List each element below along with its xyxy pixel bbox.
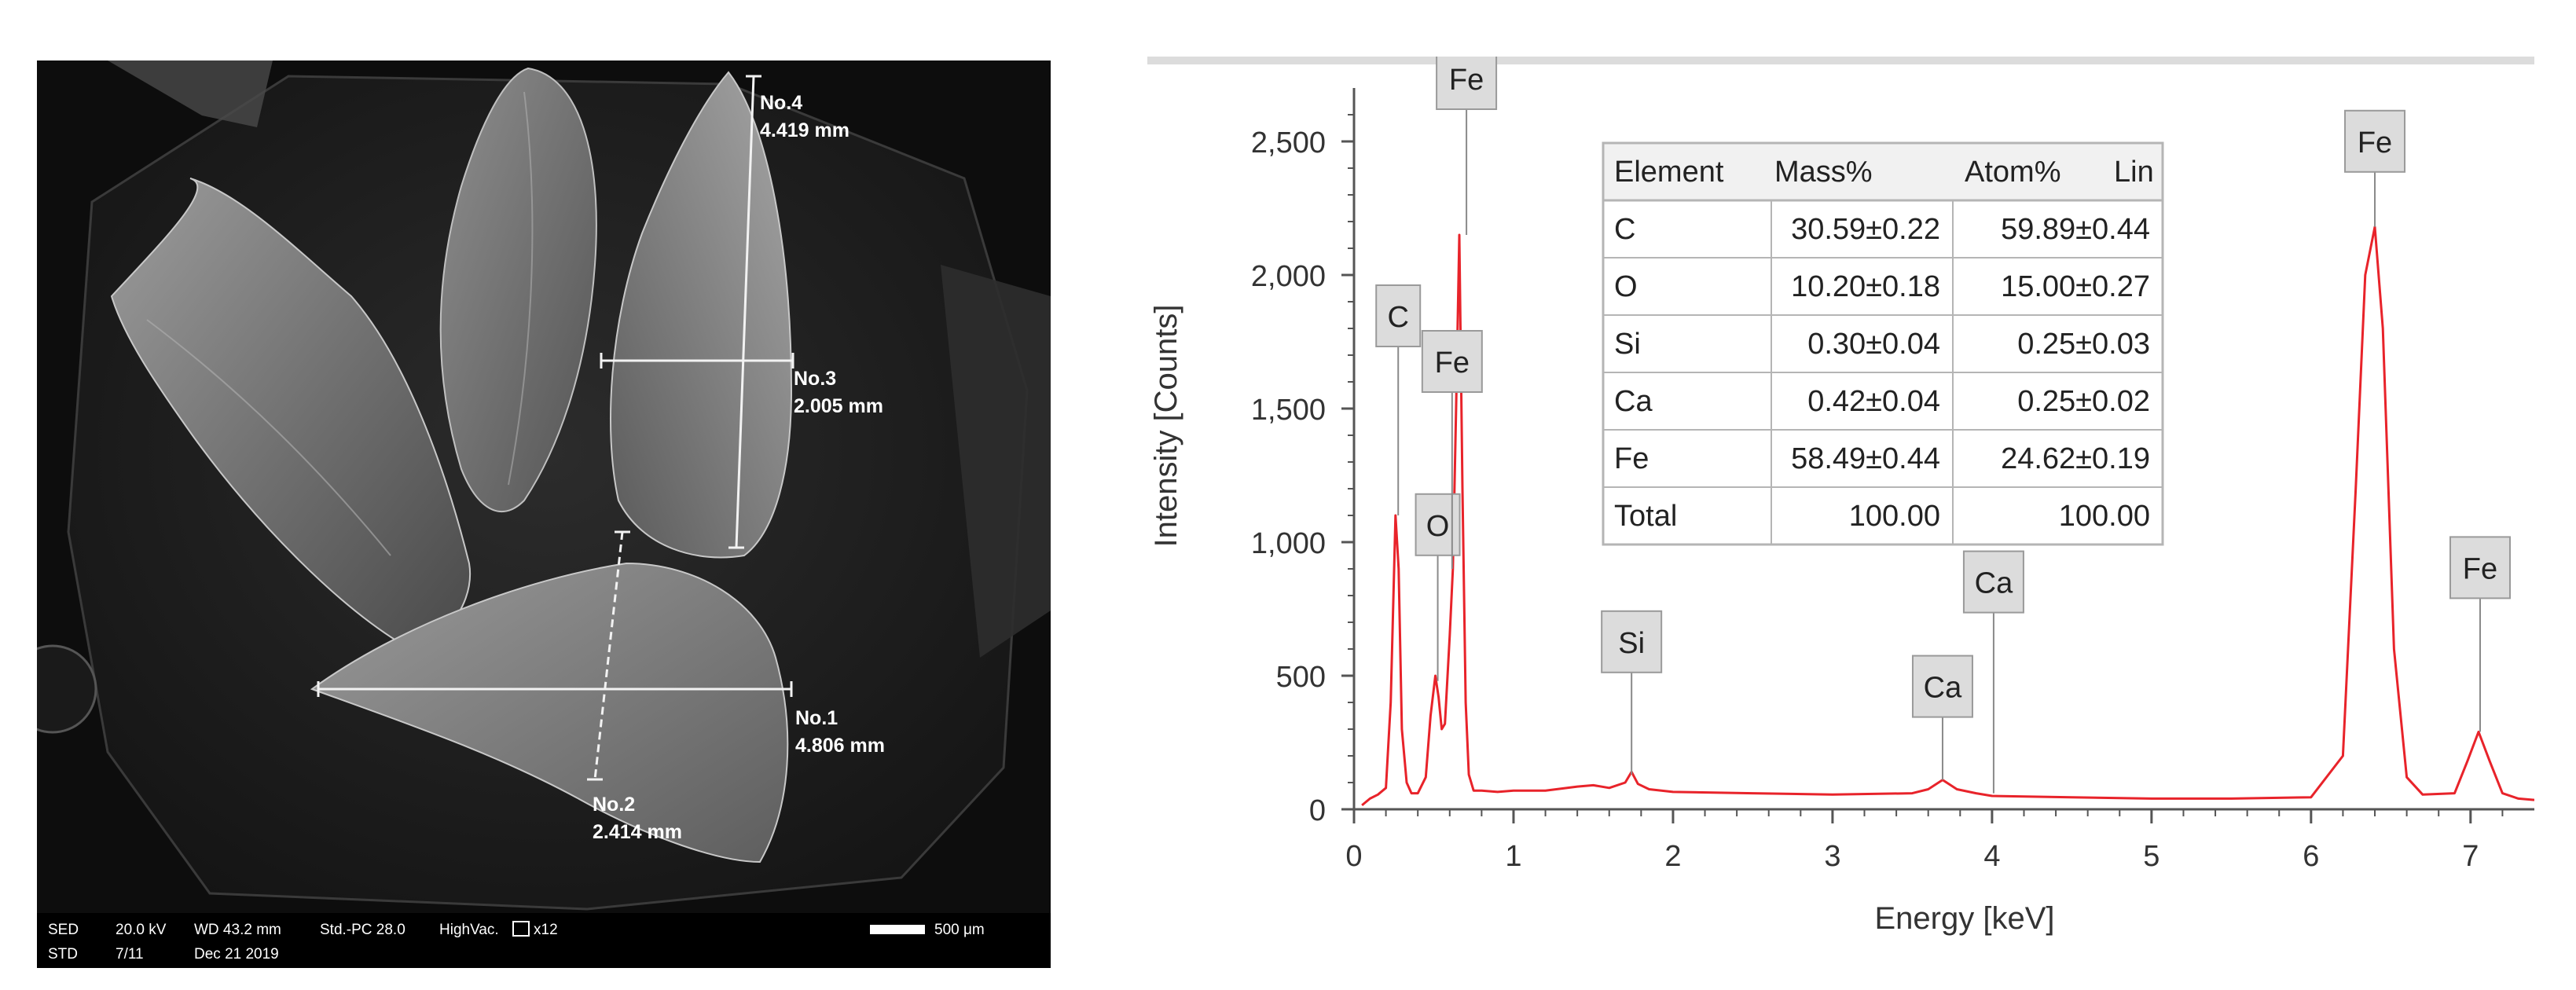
- peak-label-c: C: [1387, 301, 1408, 334]
- table-cell-mass: 0.42±0.04: [1807, 385, 1940, 418]
- measurement-1-id: No.1: [795, 707, 838, 729]
- measurement-1-value: 4.806 mm: [795, 735, 885, 757]
- y-tick-label: 2,000: [1251, 260, 1326, 293]
- seed-top-middle: [439, 67, 597, 513]
- x-tick-label: 4: [1983, 840, 2000, 873]
- peak-label-box: [2344, 109, 2406, 173]
- table-frame: [1602, 141, 2164, 546]
- y-tick-label: 1,500: [1251, 394, 1326, 427]
- peak-label-o: O: [1426, 510, 1450, 543]
- peak-label-box: [1421, 330, 1483, 393]
- y-tick-label: 500: [1276, 661, 1326, 694]
- measurement-2-value: 2.414 mm: [593, 821, 682, 843]
- table-cell-element: Ca: [1614, 385, 1653, 418]
- peak-label-fe: Fe: [1449, 64, 1484, 97]
- info-date: Dec 21 2019: [194, 946, 279, 962]
- table-cell-mass: 30.59±0.22: [1791, 213, 1940, 246]
- peak-label-ca: Ca: [1924, 672, 1962, 705]
- x-tick-label: 5: [2143, 840, 2160, 873]
- table-cell-atom: 0.25±0.02: [2017, 385, 2150, 418]
- spectrum-series: [1361, 226, 2535, 807]
- table-header-atom: Atom%: [1965, 156, 2060, 189]
- table-cell-mass: 58.49±0.44: [1791, 442, 1940, 475]
- y-tick-label: 1,000: [1251, 527, 1326, 560]
- peak-label-box: [1601, 610, 1663, 673]
- peak-label-box: [1375, 284, 1422, 347]
- measurement-4-id: No.4: [760, 92, 802, 114]
- table-header-element: Element: [1614, 156, 1724, 189]
- peak-label-fe: Fe: [1435, 346, 1470, 380]
- table-header-row: [1602, 141, 2164, 202]
- info-voltage: 20.0 kV: [116, 922, 167, 938]
- x-tick-label: 7: [2462, 840, 2479, 873]
- y-tick-label: 2,500: [1251, 126, 1326, 160]
- table-cell-atom: 15.00±0.27: [2001, 270, 2150, 303]
- table-header-mass: Mass%: [1774, 156, 1873, 189]
- table-header-lin: Lin: [2114, 156, 2154, 189]
- x-tick-label: 2: [1664, 840, 1681, 873]
- table-cell-element: Total: [1614, 500, 1677, 533]
- sem-image: No.1 4.806 mm No.2 2.414 mm No.3 2.005 m…: [8, 60, 1051, 968]
- y-axis-label: Intensity [Counts]: [1149, 304, 1183, 547]
- x-axis-label: Energy [keV]: [1874, 901, 2054, 936]
- panel-top-border: [1147, 57, 2534, 64]
- peak-label-si: Si: [1618, 627, 1645, 660]
- sem-micrograph: No.1 4.806 mm No.2 2.414 mm No.3 2.005 m…: [8, 60, 1051, 968]
- measurement-3-id: No.3: [794, 368, 836, 390]
- x-tick-label: 6: [2303, 840, 2319, 873]
- y-tick-label: 0: [1309, 794, 1326, 827]
- table-cell-atom: 59.89±0.44: [2001, 213, 2150, 246]
- chart-axes: 0 500 1,000 1,500 2,000 2,500 0 1 2 3 4 5 6 7: [1251, 88, 2534, 873]
- measurement-4-value: 4.419 mm: [760, 119, 849, 141]
- info-detector: SED: [48, 922, 79, 938]
- info-bar: [37, 913, 1051, 968]
- scale-label: 500 μm: [934, 922, 985, 938]
- table-cell-element: O: [1614, 270, 1638, 303]
- info-frame: 7/11: [116, 946, 144, 962]
- x-tick-label: 1: [1505, 840, 1521, 873]
- measurement-2-id: No.2: [593, 794, 635, 816]
- table-cell-mass: 100.00: [1849, 500, 1940, 533]
- info-vacuum: HighVac.: [439, 922, 499, 938]
- peak-label-box: [2449, 536, 2511, 600]
- table-cell-atom: 24.62±0.19: [2001, 442, 2150, 475]
- spectrum-line: [1361, 226, 2535, 807]
- eds-spectrum-panel: 0 500 1,000 1,500 2,000 2,500 0 1 2 3 4 5 6 7 C O Fe Fe S…: [1147, 47, 2535, 966]
- table-cell-mass: 10.20±0.18: [1791, 270, 1940, 303]
- peak-label-fe: Fe: [2358, 126, 2392, 160]
- peak-label-fe: Fe: [2463, 552, 2497, 585]
- x-tick-label: 0: [1345, 840, 1362, 873]
- measurement-3-value: 2.005 mm: [794, 395, 883, 417]
- info-magnification: x12: [534, 922, 558, 938]
- table-cell-atom: 0.25±0.03: [2017, 328, 2150, 361]
- table-cell-element: Fe: [1614, 442, 1649, 475]
- camera-icon: [512, 921, 530, 937]
- table-cell-mass: 0.30±0.04: [1807, 328, 1940, 361]
- table-cell-atom: 100.00: [2059, 500, 2150, 533]
- peak-label-ca: Ca: [1975, 567, 2013, 600]
- measurement-lines: [317, 75, 794, 781]
- peak-label-box: [1962, 550, 2024, 614]
- seed-bottom: [310, 562, 789, 864]
- seed-top-right: [610, 71, 793, 559]
- scale-bar: [870, 925, 925, 934]
- x-tick-label: 3: [1824, 840, 1840, 873]
- info-mode: STD: [48, 946, 78, 962]
- info-spot: Std.-PC 28.0: [320, 922, 405, 938]
- info-working-distance: WD 43.2 mm: [194, 922, 281, 938]
- composition-table: Element Mass% Atom% Lin C 30.59±0.22 59.89±0.4…: [1602, 141, 2164, 546]
- peak-label-box: [1911, 654, 1973, 718]
- table-cell-element: Si: [1614, 328, 1641, 361]
- table-cell-element: C: [1614, 213, 1635, 246]
- seed-left: [110, 178, 472, 646]
